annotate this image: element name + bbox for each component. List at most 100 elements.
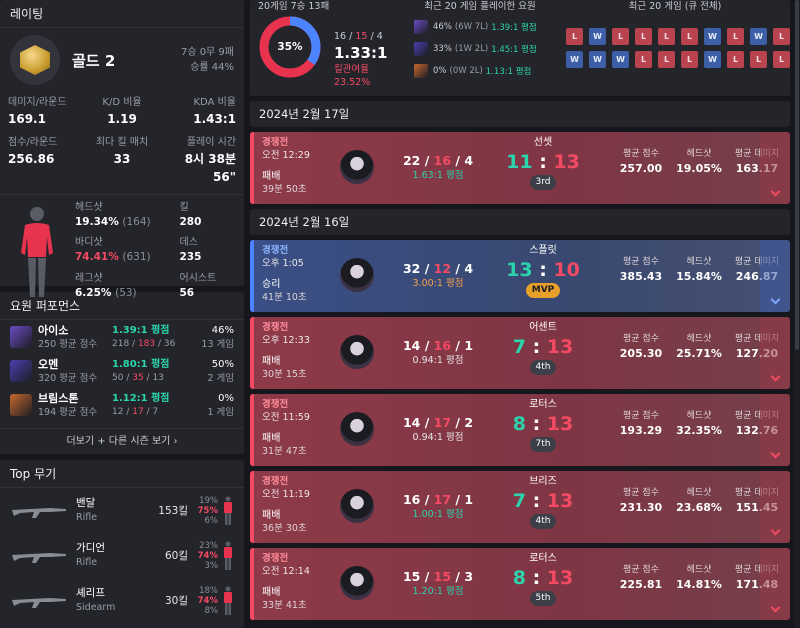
top-weapons-card: Top 무기 밴달 Rifle 153킬 19% 75% 6% 가디언 Rifle 60킬 23%… <box>0 460 244 628</box>
wl-box: W <box>704 28 721 45</box>
placement-badge: 7th <box>529 437 557 452</box>
scrollbar[interactable] <box>794 0 800 628</box>
score-enemy: 10 <box>553 259 580 281</box>
match-time: 오후 12:33 <box>262 335 310 346</box>
expand-button[interactable] <box>760 317 790 389</box>
match-rating: 1.63:1 평점 <box>412 170 464 181</box>
stat-avg-score-value: 225.81 <box>619 578 663 591</box>
weapon-icon <box>12 507 66 518</box>
stat-avg-score-label: 평균 점수 <box>623 411 659 421</box>
stat-kda: KDA 비율 1.43:1 <box>193 97 236 126</box>
wl-box: L <box>773 51 790 68</box>
chevron-down-icon <box>770 371 780 382</box>
agent-avatar-icon <box>10 394 32 416</box>
agent-kda-detail: 218 / 183 / 36 <box>112 338 176 349</box>
rating-title: 레이팅 <box>0 0 244 28</box>
match-kills: 32 <box>402 261 421 276</box>
match-time: 오전 12:14 <box>262 566 310 577</box>
result-strip <box>250 317 254 389</box>
wl-title: 최근 20 게임 (큐 전체) <box>628 1 722 12</box>
expand-button[interactable] <box>760 132 790 204</box>
weapon-leg-pct: 8% <box>204 605 219 616</box>
agent-kills: 50 <box>112 372 124 383</box>
wl-box: L <box>566 28 583 45</box>
score-line: 11 : 13 <box>488 150 598 174</box>
scroll-thumb[interactable] <box>795 0 799 350</box>
match-mode: 경쟁전 <box>262 476 289 487</box>
stat-avg-score: 평균 점수 385.43 <box>612 256 670 312</box>
more-seasons-link[interactable]: 더보기 + 다른 시즌 보기 › <box>0 428 244 456</box>
expand-button[interactable] <box>760 240 790 312</box>
match-score: 로터스 8 : 13 5th <box>488 548 598 620</box>
stat-avg-score-label: 평균 점수 <box>623 149 659 159</box>
agent-name: 오멘 <box>38 357 59 371</box>
match-card[interactable]: 경쟁전 오전 12:29 패배 39분 50초 22 / 16 / 4 1.63:1 평점… <box>250 132 790 204</box>
expand-button[interactable] <box>760 394 790 466</box>
agent-kda-detail: 50 / 35 / 13 <box>112 372 164 383</box>
agent-row[interactable]: 아이소 250 평균 점수 1.39:1 평점 218 / 183 / 36 46% 13… <box>0 320 244 354</box>
match-card[interactable]: 경쟁전 오후 12:33 패배 30분 15초 14 / 16 / 1 0.94:1 평점… <box>250 317 790 389</box>
match-length: 41분 10초 <box>262 292 307 303</box>
tier-record: 7승 0무 9패 승률 44% <box>181 45 234 75</box>
mini-body-icon <box>224 496 232 525</box>
score-sep: : <box>532 259 554 281</box>
match-result: 승리 <box>262 279 281 290</box>
score-line: 8 : 13 <box>488 566 598 590</box>
weapon-body-pct: 74% <box>197 550 218 561</box>
wl-box: W <box>704 51 721 68</box>
match-card[interactable]: 경쟁전 오전 12:14 패배 33분 41초 15 / 15 / 3 1.20:1 평점… <box>250 548 790 620</box>
agent-winrate: 0% <box>218 392 234 404</box>
match-kills-line: 14 / 16 / 1 <box>402 338 474 353</box>
match-card[interactable]: 경쟁전 오전 11:19 패배 36분 30초 16 / 17 / 1 1.00:1 평점… <box>250 471 790 543</box>
result-strip <box>250 471 254 543</box>
weapon-leg-pct: 3% <box>204 560 219 571</box>
stat-avg-score-label: 평균 점수 <box>623 257 659 267</box>
recent-summary: 20게임 7승 13패 35% 16 / 15 / 4 1.33:1 킬관여율 … <box>250 0 790 96</box>
match-length: 30분 15초 <box>262 369 307 380</box>
summary-kda: 16 / 15 / 4 1.33:1 킬관여율 23.52% <box>334 30 400 89</box>
match-rating: 3.00:1 평점 <box>412 278 464 289</box>
weapon-row[interactable]: 밴달 Rifle 153킬 19% 75% 6% <box>0 488 244 533</box>
agent-kills: 218 <box>112 338 130 349</box>
match-card[interactable]: 경쟁전 오전 11:59 패배 31분 47초 14 / 17 / 2 0.94:1 평점… <box>250 394 790 466</box>
stat-avg-score: 평균 점수 231.30 <box>612 487 670 543</box>
chevron-down-icon <box>770 525 780 536</box>
match-assists: 1 <box>464 338 474 353</box>
stat-avg-score-value: 193.29 <box>619 424 663 437</box>
weapon-row[interactable]: 셰리프 Sidearm 30킬 18% 74% 8% <box>0 578 244 623</box>
expand-button[interactable] <box>760 548 790 620</box>
expand-button[interactable] <box>760 471 790 543</box>
placement-badge: 5th <box>529 591 557 606</box>
score-enemy: 13 <box>546 490 574 512</box>
body-hit-icon <box>21 207 53 297</box>
recent-agent-icon <box>414 42 428 56</box>
placement-badge: 4th <box>529 514 557 529</box>
match-kills-line: 32 / 12 / 4 <box>402 261 474 276</box>
agent-winrate-block: 46% 13 게임 <box>190 324 234 351</box>
chevron-down-icon <box>770 186 780 197</box>
match-info: 경쟁전 오전 11:19 패배 36분 30초 <box>254 471 340 543</box>
weapons-title: Top 무기 <box>0 460 244 488</box>
agent-name-block: 브림스톤 194 평균 점수 <box>38 392 97 419</box>
match-kills: 14 <box>402 415 421 430</box>
match-result: 패배 <box>262 433 281 444</box>
winrate-label: 35% <box>277 41 303 53</box>
tier-row: 골드 2 7승 0무 9패 승률 44% <box>0 28 244 92</box>
stat-avg-damage-label: 평균 데미지 <box>734 334 780 344</box>
stat-avg-damage-label: 평균 데미지 <box>734 488 780 498</box>
chevron-down-icon <box>770 602 780 613</box>
weapon-row[interactable]: 가디언 Rifle 60킬 23% 74% 3% <box>0 533 244 578</box>
placement-badge: 4th <box>529 360 557 375</box>
agent-row[interactable]: 브림스톤 194 평균 점수 1.12:1 평점 12 / 17 / 7 0% 1 게임 <box>0 388 244 422</box>
match-result: 패배 <box>262 356 281 367</box>
agent-games: 2 게임 <box>207 372 234 384</box>
games-title: 20게임 7승 13패 <box>258 1 330 12</box>
agent-row[interactable]: 오멘 320 평균 점수 1.80:1 평점 50 / 35 / 13 50% 2 게임 <box>0 354 244 388</box>
hit-stats: 헤드샷 19.34% (164) 킬 280 바디샷 74.41% (631) 데스 2… <box>75 202 217 299</box>
weapon-head-pct: 23% <box>199 540 218 551</box>
weapon-type: Rifle <box>76 512 98 523</box>
weapon-name: 밴달 <box>76 497 96 509</box>
score-enemy: 13 <box>546 336 574 358</box>
match-card[interactable]: 경쟁전 오후 1:05 승리 41분 10초 32 / 12 / 4 3.00:1 평점 스… <box>250 240 790 312</box>
record-text: 7승 0무 9패 <box>180 47 234 58</box>
